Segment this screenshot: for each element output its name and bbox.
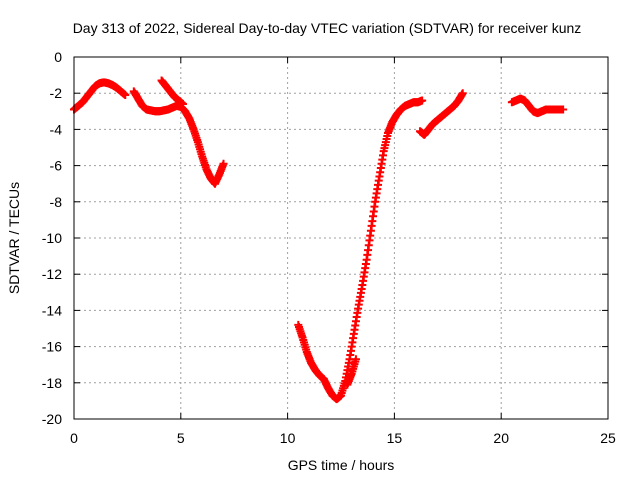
x-axis-label: GPS time / hours bbox=[288, 457, 395, 473]
data-segment-3 bbox=[157, 76, 187, 109]
y-tick-label: -16 bbox=[42, 339, 62, 355]
x-tick-label: 5 bbox=[177, 430, 185, 446]
data-point bbox=[418, 96, 427, 105]
x-tick-label: 0 bbox=[70, 430, 78, 446]
y-tick-label: -6 bbox=[50, 158, 63, 174]
data-point bbox=[559, 105, 568, 114]
y-tick-label: -4 bbox=[50, 121, 63, 137]
plot-frame bbox=[73, 56, 609, 420]
data-point bbox=[219, 159, 228, 168]
tick-labels: 0 5 10 15 20 25 0 -2 -4 -6 -8 -10 -12 -14 -16 -18 -20 bbox=[42, 49, 616, 446]
x-tick-label: 20 bbox=[493, 430, 509, 446]
y-tick-label: -20 bbox=[42, 411, 62, 427]
x-tick-label: 15 bbox=[387, 430, 403, 446]
chart-title: Day 313 of 2022, Sidereal Day-to-day VTE… bbox=[73, 20, 582, 36]
y-tick-label: -8 bbox=[50, 194, 63, 210]
data-point bbox=[351, 355, 360, 364]
data-segment-5 bbox=[343, 355, 360, 389]
data-segment-7 bbox=[507, 94, 568, 118]
data-series bbox=[70, 76, 568, 404]
data-segment-1 bbox=[70, 78, 130, 114]
data-segment-2 bbox=[129, 87, 228, 188]
x-tick-label: 10 bbox=[280, 430, 296, 446]
data-point bbox=[178, 100, 187, 109]
data-point bbox=[121, 91, 130, 100]
y-axis-label: SDTVAR / TECUs bbox=[6, 182, 22, 294]
y-tick-label: 0 bbox=[54, 49, 62, 65]
y-tick-label: -14 bbox=[42, 302, 62, 318]
y-tick-label: -18 bbox=[42, 375, 62, 391]
y-tick-label: -12 bbox=[42, 266, 62, 282]
y-tick-label: -10 bbox=[42, 230, 62, 246]
data-segment-6 bbox=[416, 89, 467, 139]
y-tick-label: -2 bbox=[50, 85, 63, 101]
data-point bbox=[458, 89, 467, 98]
data-segment-4 bbox=[294, 96, 427, 404]
x-tick-label: 25 bbox=[600, 430, 616, 446]
